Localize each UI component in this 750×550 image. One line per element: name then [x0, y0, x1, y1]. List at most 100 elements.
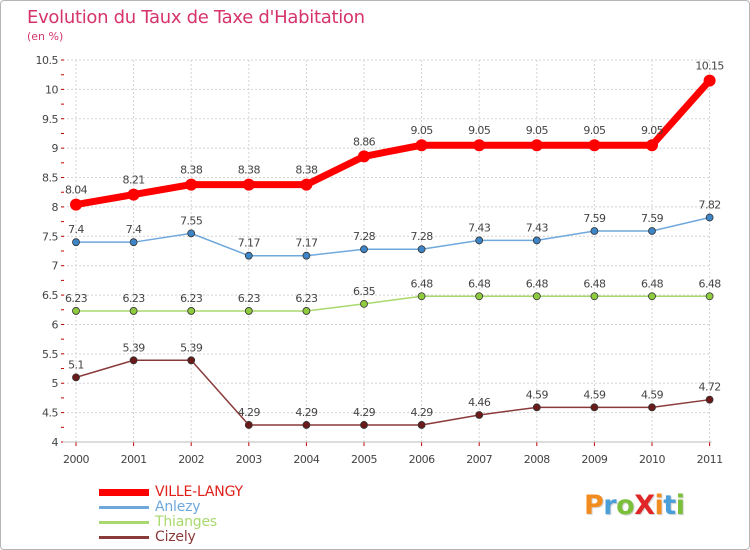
- data-label: 9.05: [583, 124, 606, 137]
- series-line: [75, 359, 711, 426]
- data-point: [300, 178, 313, 191]
- data-label: 5.1: [68, 358, 84, 371]
- x-tick-label: 2007: [466, 453, 492, 466]
- data-label: 8.38: [180, 164, 203, 177]
- data-point: [648, 227, 656, 235]
- data-point: [417, 245, 426, 254]
- data-point: [475, 236, 484, 245]
- data-label: 5.39: [123, 341, 146, 354]
- chart-title: Evolution du Taux de Taxe d'Habitation: [27, 7, 365, 28]
- data-label: 7.4: [126, 223, 142, 236]
- legend-label: Cizely: [155, 529, 196, 545]
- y-tick-label: 7: [52, 260, 59, 273]
- data-point: [705, 395, 714, 404]
- data-label: 5.39: [180, 341, 203, 354]
- data-point: [590, 403, 599, 412]
- proxiti-logo: ProXiti: [584, 490, 685, 521]
- y-tick-label: 7.5: [42, 230, 58, 243]
- data-point: [360, 421, 368, 429]
- data-point: [475, 411, 484, 419]
- y-tick-label: 5: [52, 377, 59, 390]
- logo-letter: i: [675, 490, 685, 521]
- data-label: 6.48: [411, 277, 434, 290]
- data-label: 6.48: [699, 277, 722, 290]
- data-point: [705, 213, 714, 222]
- data-point: [532, 403, 541, 412]
- x-tick-label: 2005: [351, 453, 377, 466]
- data-point: [417, 421, 426, 429]
- data-label: 8.38: [238, 164, 261, 177]
- x-tick-label: 2010: [639, 453, 665, 466]
- x-tick-label: 2011: [697, 453, 723, 466]
- data-label: 9.05: [411, 124, 434, 137]
- data-label: 7.4: [68, 223, 84, 236]
- x-tick-label: 2004: [293, 453, 319, 466]
- x-tick-label: 2006: [409, 453, 435, 466]
- data-label: 4.46: [468, 396, 491, 409]
- x-tick-label: 2001: [121, 453, 147, 466]
- data-point: [187, 229, 196, 238]
- data-label: 8.21: [123, 174, 145, 187]
- unit-label: (en %): [27, 30, 64, 43]
- data-point: [648, 292, 656, 301]
- data-label: 8.38: [295, 164, 318, 177]
- y-tick-label: 9: [52, 142, 59, 155]
- data-point: [302, 251, 311, 260]
- logo-letter: X: [634, 490, 655, 521]
- x-tick-label: 2000: [63, 453, 89, 466]
- data-point: [473, 139, 486, 152]
- data-point: [244, 421, 253, 429]
- legend-swatch: [99, 536, 149, 539]
- data-point: [360, 245, 368, 254]
- data-label: 7.59: [583, 212, 606, 225]
- legend-swatch: [99, 489, 149, 496]
- data-label: 7.43: [526, 221, 549, 234]
- y-tick-label: 6: [52, 318, 59, 331]
- y-tick-label: 10.5: [36, 54, 59, 67]
- y-tick-label: 9.5: [42, 113, 58, 126]
- grid-layer: [63, 59, 711, 443]
- series-line: [72, 77, 714, 209]
- data-point: [530, 139, 543, 152]
- data-label: 9.05: [641, 124, 664, 137]
- logo-letter: r: [603, 490, 617, 521]
- x-tick-label: 2003: [236, 453, 262, 466]
- data-point: [242, 178, 255, 191]
- data-point: [302, 421, 311, 429]
- data-point: [532, 292, 541, 301]
- data-point: [705, 292, 714, 301]
- data-point: [648, 403, 656, 412]
- data-point: [187, 307, 196, 315]
- data-label: 4.59: [526, 388, 549, 401]
- legend-swatch: [99, 506, 149, 509]
- data-label: 7.28: [411, 230, 434, 243]
- data-point: [532, 236, 541, 245]
- data-label: 6.23: [123, 292, 146, 305]
- data-label: 7.82: [699, 199, 721, 212]
- y-tick-label: 8.5: [42, 172, 58, 185]
- y-tick-label: 6.5: [42, 289, 58, 302]
- data-label: 4.59: [583, 388, 606, 401]
- data-point: [187, 356, 196, 365]
- data-point: [358, 150, 370, 163]
- series-layer: [70, 74, 716, 429]
- legend-label: VILLE-LANGY: [155, 484, 243, 500]
- x-tick-label: 2008: [524, 453, 550, 466]
- series-line: [75, 216, 711, 257]
- data-label: 6.23: [180, 292, 203, 305]
- data-label: 7.59: [641, 212, 664, 225]
- y-tick-label: 10: [45, 83, 58, 96]
- data-label: 9.05: [468, 124, 491, 137]
- y-tick-label: 8: [52, 201, 59, 214]
- axis-layer: 4 4.5 5 5.5 6 6.5 7 7.5 8 8.5 9 9.5 10 10.5 2000 2001 20…: [36, 54, 724, 466]
- data-point: [70, 198, 82, 211]
- data-label: 4.29: [238, 406, 261, 419]
- data-point: [72, 238, 80, 247]
- data-label: 6.23: [65, 292, 88, 305]
- data-label: 7.43: [468, 221, 491, 234]
- data-point: [703, 74, 716, 87]
- data-point: [590, 227, 599, 235]
- data-point: [244, 307, 253, 315]
- data-label: 6.48: [583, 277, 606, 290]
